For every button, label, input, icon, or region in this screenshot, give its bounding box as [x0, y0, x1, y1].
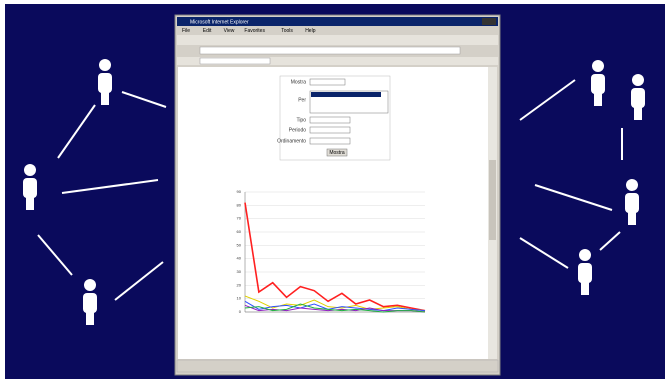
- windows-logo: [482, 18, 496, 25]
- form-label: Ordinamento: [277, 138, 306, 144]
- page: Microsoft Internet Explorer File Edit View…: [0, 0, 670, 388]
- form-label: Mostra: [291, 79, 307, 85]
- y-tick-label: 60: [237, 229, 242, 234]
- browser-window: Microsoft Internet Explorer File Edit View…: [175, 15, 500, 375]
- toolbar: [177, 35, 498, 45]
- diagram: Microsoft Internet Explorer File Edit View…: [0, 0, 670, 383]
- y-tick-label: 20: [237, 282, 242, 287]
- y-tick-label: 40: [237, 256, 242, 261]
- y-tick-label: 30: [237, 269, 242, 274]
- menu-item[interactable]: Edit: [203, 28, 212, 34]
- status-bar: [177, 360, 498, 372]
- form-label: Per: [298, 97, 306, 103]
- select[interactable]: [310, 79, 345, 85]
- form-label: Periodo: [289, 127, 306, 133]
- window-title: Microsoft Internet Explorer: [190, 19, 249, 25]
- select[interactable]: [310, 117, 350, 123]
- search-box[interactable]: [200, 58, 270, 64]
- select[interactable]: [310, 127, 350, 133]
- menu-item[interactable]: Favorites: [244, 28, 265, 34]
- listbox-selection: [311, 92, 381, 97]
- menu-item[interactable]: Tools: [281, 28, 293, 34]
- y-tick-label: 70: [237, 216, 242, 221]
- form-label: Tipo: [296, 117, 306, 123]
- menu-item[interactable]: View: [224, 28, 235, 34]
- menu-item[interactable]: Help: [305, 28, 316, 34]
- select[interactable]: [310, 138, 350, 144]
- menu-item[interactable]: File: [182, 28, 190, 34]
- address-bar[interactable]: [200, 47, 460, 54]
- button-label[interactable]: Mostra: [329, 150, 345, 156]
- scroll-thumb[interactable]: [489, 160, 496, 240]
- y-tick-label: 50: [237, 242, 242, 247]
- y-tick-label: 80: [237, 202, 242, 207]
- y-tick-label: 10: [237, 296, 242, 301]
- y-tick-label: 90: [237, 189, 242, 194]
